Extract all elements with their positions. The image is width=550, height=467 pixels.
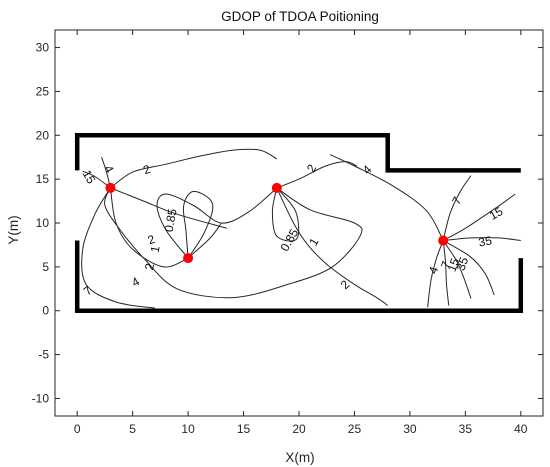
contour-line-4 bbox=[329, 154, 444, 241]
anchor-point bbox=[183, 253, 194, 264]
y-tick-label: 10 bbox=[36, 216, 50, 230]
contour-label: 0.85 bbox=[162, 207, 180, 233]
anchor-point bbox=[438, 235, 449, 246]
anchor-points bbox=[105, 182, 449, 264]
x-tick-label: 20 bbox=[292, 422, 306, 436]
x-tick-label: 5 bbox=[129, 422, 136, 436]
contour-line-15 bbox=[442, 240, 472, 299]
contour-label: 2 bbox=[141, 162, 152, 178]
contour-line-0_85 bbox=[182, 190, 214, 259]
y-tick-label: 30 bbox=[36, 41, 50, 55]
anchor-point bbox=[271, 182, 282, 193]
contour-label: 15 bbox=[487, 204, 506, 223]
room-walls bbox=[74, 133, 524, 313]
contour-line-35 bbox=[443, 237, 521, 241]
x-axis-label: X(m) bbox=[285, 450, 314, 465]
room-wall-top bbox=[74, 133, 521, 173]
x-tick-label: 30 bbox=[403, 422, 417, 436]
y-tick-label: 25 bbox=[36, 84, 50, 98]
contour-label: 2 bbox=[146, 232, 157, 248]
y-axis-label: Y(m) bbox=[6, 215, 21, 244]
contour-line-2 bbox=[81, 187, 155, 309]
y-tick-label: 15 bbox=[36, 172, 50, 186]
contour-line-2 bbox=[110, 187, 228, 229]
y-tick-label: 20 bbox=[36, 128, 50, 142]
contour-line-1 bbox=[187, 222, 222, 259]
chart-title: GDOP of TDOA Poitioning bbox=[221, 9, 379, 24]
contour-label: 2 bbox=[142, 262, 157, 271]
contour-label: 1 bbox=[148, 244, 163, 253]
axis-ticks: 0 5 10 15 20 25 30 35 40 -10 -5 0 5 10 15 20 25 30 bbox=[32, 30, 543, 436]
x-tick-label: 40 bbox=[514, 422, 528, 436]
contour-line-2 bbox=[110, 187, 189, 268]
contour-label: 15 bbox=[445, 256, 463, 274]
contour-line-35 bbox=[442, 240, 495, 296]
contour-line-2 bbox=[110, 148, 278, 189]
contour-line-1 bbox=[276, 187, 389, 306]
room-wall-bottom bbox=[74, 240, 524, 313]
contour-line-7 bbox=[442, 240, 450, 306]
contour-line-7 bbox=[442, 175, 472, 241]
y-tick-label: 0 bbox=[42, 304, 49, 318]
anchor-point bbox=[105, 182, 116, 193]
x-tick-label: 15 bbox=[237, 422, 251, 436]
plot-area bbox=[54, 29, 544, 417]
x-tick-label: 25 bbox=[348, 422, 362, 436]
contour-label: 35 bbox=[454, 255, 472, 273]
contour-label: 15 bbox=[80, 168, 99, 187]
contour-line-0_85 bbox=[271, 187, 300, 242]
contour-line-2 bbox=[104, 187, 363, 299]
contour-line-15 bbox=[442, 193, 516, 241]
contour-label: 4 bbox=[426, 264, 442, 275]
contour-label: 35 bbox=[477, 233, 493, 249]
x-tick-label: 35 bbox=[459, 422, 473, 436]
contour-line-2 bbox=[276, 161, 357, 189]
y-tick-label: 5 bbox=[42, 260, 49, 274]
x-tick-label: 0 bbox=[74, 422, 81, 436]
contour-label: 7 bbox=[438, 259, 454, 270]
contour-lines bbox=[81, 148, 521, 309]
x-tick-label: 10 bbox=[181, 422, 195, 436]
y-tick-label: -5 bbox=[38, 348, 49, 362]
contour-line-1 bbox=[156, 187, 278, 259]
y-tick-label: -10 bbox=[32, 391, 50, 405]
contour-line-4 bbox=[427, 240, 444, 308]
